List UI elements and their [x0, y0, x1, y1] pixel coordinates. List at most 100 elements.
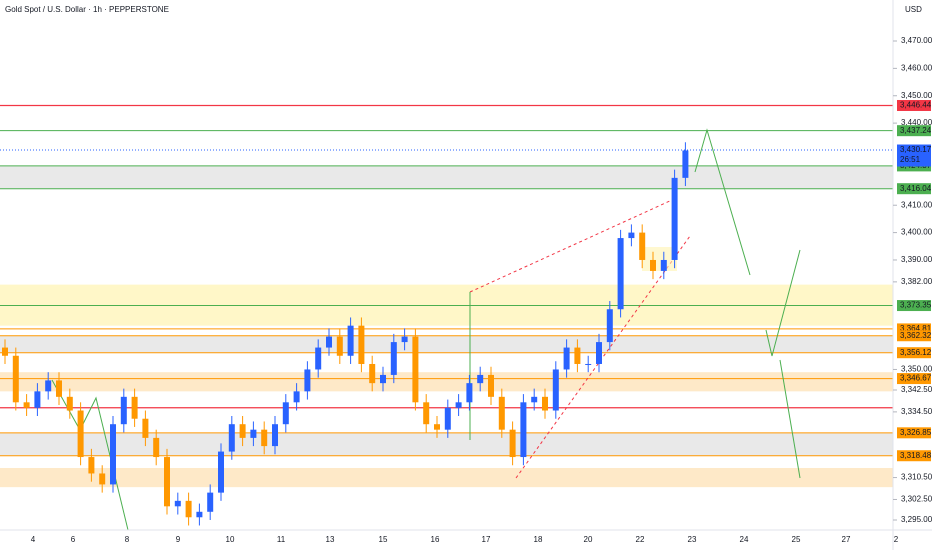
price-tag: [897, 125, 931, 137]
candle-body: [552, 369, 559, 411]
candle-body: [120, 396, 127, 425]
price-tag-label: 3,416.04: [900, 184, 932, 193]
candle-body: [650, 259, 656, 271]
candle-body: [520, 402, 527, 458]
x-tick-label: 24: [740, 535, 749, 544]
x-tick-label: 16: [431, 535, 440, 544]
projection-arrow: [694, 128, 751, 276]
candle-body: [336, 336, 343, 356]
price-tag: [897, 330, 931, 342]
price-tag: [897, 427, 931, 439]
candle-body: [207, 492, 214, 512]
price-tag-label: 3,318.48: [900, 451, 932, 460]
y-tick-label: 3,310.50: [901, 473, 932, 482]
candle-body: [218, 451, 224, 493]
candle-body: [682, 150, 689, 178]
candle-body: [434, 424, 440, 430]
candle-body: [401, 336, 408, 343]
candle-body: [164, 457, 170, 507]
y-tick-label: 3,342.50: [901, 385, 932, 394]
y-tick-label: 3,450.00: [901, 91, 932, 100]
candle-body: [99, 473, 106, 485]
candle-body: [455, 402, 462, 408]
candle-body: [628, 232, 635, 239]
countdown: 26:51: [900, 155, 921, 164]
price-tag-label: 3,326.85: [900, 428, 932, 437]
candle-body: [12, 355, 19, 403]
price-tag: [897, 99, 931, 111]
candle-body: [45, 380, 52, 392]
x-tick-label: 8: [125, 535, 130, 544]
candle-body: [358, 325, 365, 364]
x-tick-label: 6: [71, 535, 76, 544]
price-tag-label: 3,437.24: [900, 126, 932, 135]
currency: USD: [905, 5, 922, 14]
price-tag-label: 3,364.81: [900, 324, 932, 333]
x-tick-label: 20: [584, 535, 593, 544]
candle-body: [617, 238, 624, 310]
y-tick-label: 3,302.50: [901, 495, 932, 504]
y-tick-label: 3,410.00: [901, 200, 932, 209]
candle-body: [509, 429, 516, 458]
x-tick-label: 18: [534, 535, 543, 544]
candle-body: [498, 396, 505, 430]
zone: [0, 165, 893, 189]
price-axis: [893, 0, 932, 550]
candle-body: [88, 457, 95, 474]
candle-body: [304, 369, 311, 392]
price-tag-label: 3,362.32: [900, 331, 932, 340]
candle-body: [196, 511, 203, 518]
candle-body: [390, 342, 397, 375]
y-tick-label: 3,334.50: [901, 407, 932, 416]
x-tick-label: 10: [226, 535, 235, 544]
price-tag: [897, 373, 931, 385]
candle-body: [185, 500, 192, 518]
candle-body: [596, 342, 602, 364]
candle-body: [585, 363, 592, 365]
price-tag-label: 3,446.44: [900, 101, 932, 110]
price-tag: [897, 144, 931, 167]
candle-body: [488, 374, 494, 397]
x-tick-label: 23: [688, 535, 697, 544]
price-tag: [897, 323, 931, 335]
candle-body: [282, 402, 289, 425]
candle-body: [153, 437, 160, 458]
candle-body: [347, 325, 354, 356]
candle-body: [142, 418, 149, 438]
x-tick-label: 9: [176, 535, 181, 544]
candle-body: [466, 383, 473, 403]
candle-body: [660, 259, 667, 271]
price-tag: [897, 347, 931, 359]
y-tick-label: 3,382.00: [901, 277, 932, 286]
candle-body: [261, 429, 268, 447]
candle-body: [56, 380, 62, 397]
candle-body: [66, 396, 73, 411]
candle-body: [174, 500, 181, 507]
candle-body: [671, 177, 678, 260]
candle-body: [228, 424, 235, 452]
x-tick-label: 27: [842, 535, 851, 544]
x-tick-label: 25: [792, 535, 801, 544]
y-tick-label: 3,390.00: [901, 255, 932, 264]
x-tick-label: 2: [894, 535, 899, 544]
candle-body: [477, 374, 484, 384]
zone: [0, 372, 893, 392]
drawings: [51, 128, 801, 531]
y-tick-label: 3,440.00: [901, 118, 932, 127]
price-tag-label: 3,373.35: [900, 301, 932, 310]
projection-arrow: [765, 249, 801, 357]
candle-body: [380, 374, 386, 384]
candle-body: [2, 347, 8, 356]
x-tick-label: 15: [379, 535, 388, 544]
y-tick-label: 3,470.00: [901, 36, 932, 45]
x-tick-label: 11: [277, 535, 286, 544]
candle-body: [315, 347, 322, 370]
y-tick-label: 3,460.00: [901, 63, 932, 72]
y-tick-label: 3,350.00: [901, 365, 932, 374]
candle-body: [412, 336, 419, 403]
price-tag: [897, 450, 931, 462]
candle-body: [423, 402, 430, 425]
candle-body: [250, 429, 257, 438]
candle-body: [574, 347, 581, 364]
